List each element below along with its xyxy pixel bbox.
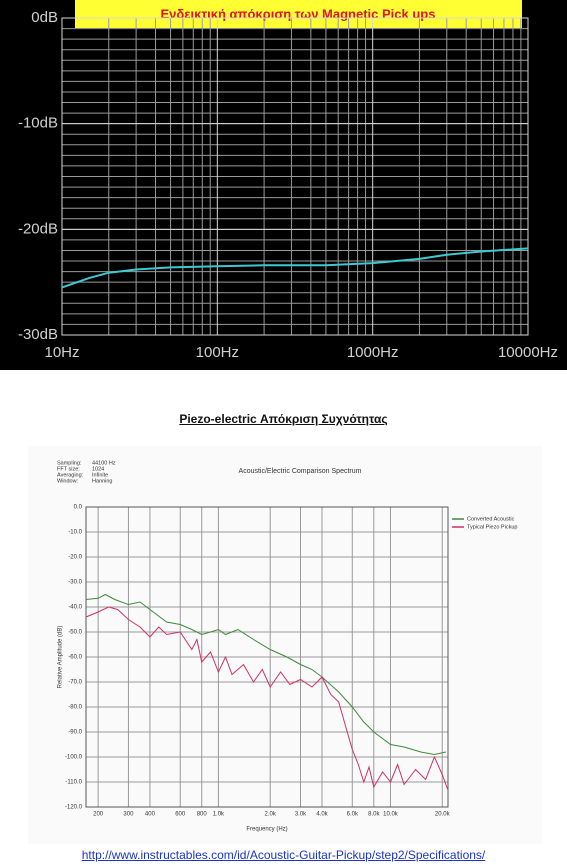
piezo-chart: Acoustic/Electric Comparison Spectrum 0.… [28, 446, 542, 844]
info-value: Infinite [92, 472, 108, 478]
y-tick-label: -80.0 [68, 705, 82, 711]
x-tick-label: 6.0k [347, 812, 359, 818]
y-tick-label: -90.0 [68, 730, 82, 736]
y-tick-label: -30.0 [68, 580, 82, 586]
info-value: 1024 [92, 466, 104, 472]
x-tick-label: 300 [123, 812, 134, 818]
y-tick-label: -120.0 [65, 805, 83, 811]
chart-title: Ενδεικτική απόκριση των Magnetic Pick up… [161, 6, 436, 21]
x-tick-label: 10Hz [44, 344, 79, 361]
chart-title: Acoustic/Electric Comparison Spectrum [239, 468, 362, 475]
y-tick-label: 0.0 [74, 505, 83, 511]
x-tick-label: 20.0k [435, 812, 451, 818]
legend-label: Converted Acoustic [467, 516, 515, 522]
chart-background [28, 446, 542, 844]
y-axis-label: Relative Amplitude (dB) [58, 626, 64, 689]
x-tick-label: 400 [145, 812, 156, 818]
magnetic-chart: Ενδεικτική απόκριση των Magnetic Pick up… [0, 0, 567, 370]
plot-frame [85, 506, 449, 808]
info-key: Averaging: [57, 472, 84, 478]
data-line [85, 606, 449, 790]
x-tick-label: 8.0k [368, 812, 380, 818]
legend-label: Typical Piezo Pickup [467, 524, 517, 530]
y-tick-label: -100.0 [65, 755, 83, 761]
info-value: Hanning [92, 478, 113, 484]
y-tick-label: -50.0 [68, 630, 82, 636]
x-tick-label: 10.0k [383, 812, 399, 818]
chart-background [0, 0, 567, 370]
info-key: Window: [57, 478, 79, 484]
y-tick-label: -10dB [18, 115, 58, 132]
y-tick-label: -70.0 [68, 680, 82, 686]
source-link[interactable]: http://www.instructables.com/id/Acoustic… [81, 848, 486, 862]
section-heading: Piezo-electric Απόκριση Συχνότητας [179, 412, 388, 426]
x-tick-label: 800 [197, 812, 208, 818]
y-tick-label: -10.0 [68, 530, 82, 536]
y-tick-label: -110.0 [65, 780, 82, 786]
x-tick-label: 3.0k [295, 812, 307, 818]
x-tick-label: 1.0k [213, 812, 225, 818]
x-tick-label: 100Hz [196, 344, 239, 361]
y-tick-label: -40.0 [68, 605, 82, 611]
data-line [85, 593, 447, 756]
plot-frame [61, 17, 529, 336]
x-axis-label: Frequency (Hz) [246, 827, 287, 833]
x-tick-label: 600 [175, 812, 186, 818]
x-tick-label: 2.0k [265, 812, 277, 818]
x-tick-label: 200 [93, 812, 104, 818]
title-box [75, 0, 522, 28]
y-tick-label: 0dB [31, 9, 58, 26]
x-tick-label: 1000Hz [347, 344, 399, 361]
y-tick-label: -30dB [18, 326, 58, 343]
data-line [61, 247, 529, 289]
y-tick-label: -20.0 [68, 555, 82, 561]
y-tick-label: -20dB [18, 220, 58, 237]
info-value: 44100 Hz [92, 460, 116, 466]
x-tick-label: 4.0k [316, 812, 328, 818]
info-key: FFT size: [57, 466, 80, 472]
y-tick-label: -60.0 [68, 655, 82, 661]
x-tick-label: 10000Hz [498, 344, 558, 361]
info-key: Sampling: [57, 460, 82, 466]
